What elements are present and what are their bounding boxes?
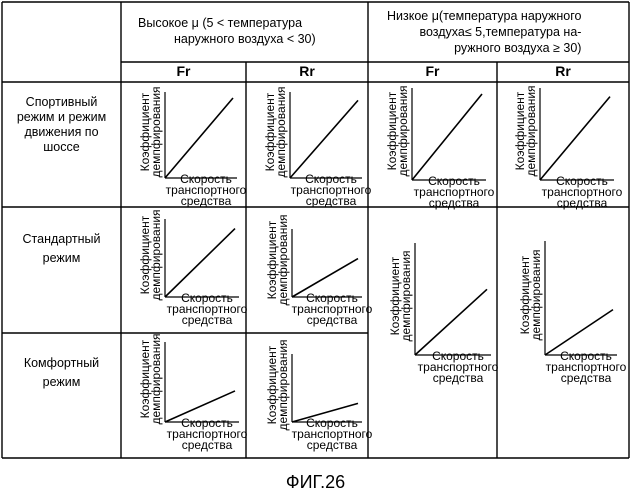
figure-caption: ФИГ.26 [0,472,631,493]
x-axis-label-line-3: средства [277,440,387,451]
plot-axes-comfort-high-rr [0,0,631,470]
x-axis-label-comfort-high-rr: Скоростьтранспортногосредства [277,418,387,451]
